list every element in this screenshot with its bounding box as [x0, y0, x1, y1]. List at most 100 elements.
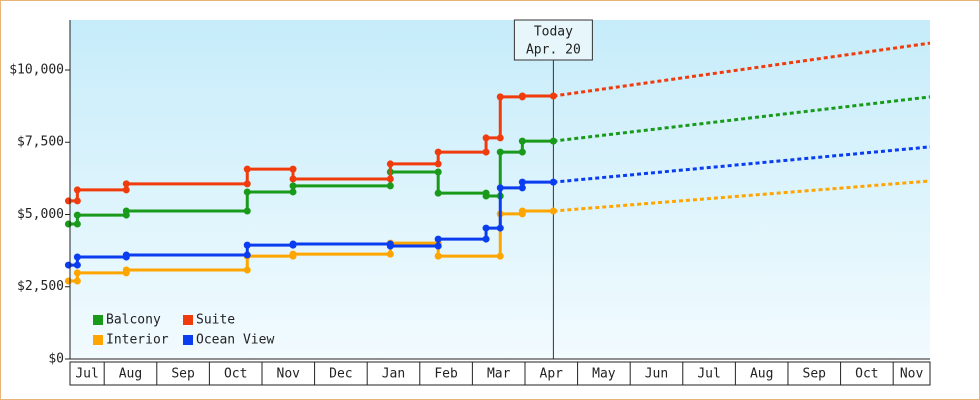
data-point [434, 242, 442, 250]
data-point [243, 266, 251, 274]
legend-label: Ocean View [196, 333, 274, 348]
data-point [386, 242, 394, 250]
y-tick-label: $0 [48, 352, 64, 367]
data-point [73, 277, 81, 285]
data-point [289, 250, 297, 258]
data-point [496, 224, 504, 232]
x-tick-label: Sep [803, 367, 827, 382]
forecast-line [553, 145, 931, 184]
data-point [289, 175, 297, 183]
y-tick-label: $5,000 [17, 207, 64, 222]
x-tick-label: Nov [277, 367, 301, 382]
data-point [482, 192, 490, 200]
data-point [122, 180, 130, 188]
data-point [386, 160, 394, 168]
data-point [518, 137, 526, 145]
data-point [73, 186, 81, 194]
data-point [122, 186, 130, 194]
data-point [73, 197, 81, 205]
y-tick-label: $10,000 [9, 62, 64, 77]
data-point [482, 224, 490, 232]
data-point [64, 197, 72, 205]
data-point [496, 134, 504, 142]
legend-swatch [183, 315, 193, 325]
x-tick-label: Apr [540, 367, 564, 382]
x-tick-label: Dec [329, 367, 352, 382]
series-line [68, 209, 554, 283]
data-point [482, 235, 490, 243]
data-point [518, 178, 526, 186]
x-tick-label: Aug [119, 367, 142, 382]
data-point [289, 188, 297, 196]
legend-swatch [93, 315, 103, 325]
data-point [549, 92, 557, 100]
data-point [434, 235, 442, 243]
data-point [434, 252, 442, 260]
today-box [513, 19, 593, 61]
data-point [518, 207, 526, 215]
data-point [243, 180, 251, 188]
data-point [73, 261, 81, 269]
data-point [496, 148, 504, 156]
data-point [243, 207, 251, 215]
legend-label: Balcony [106, 313, 161, 328]
data-point [482, 134, 490, 142]
data-point [73, 211, 81, 219]
data-point [289, 182, 297, 190]
y-tick-label: $7,500 [17, 135, 64, 150]
data-point [434, 168, 442, 176]
data-point [243, 165, 251, 173]
data-point [243, 251, 251, 259]
forecast-line [553, 95, 931, 143]
x-tick-label: Jan [382, 367, 405, 382]
data-point [122, 266, 130, 274]
data-point [243, 241, 251, 249]
x-axis-band [69, 361, 931, 386]
legend-label: Interior [106, 333, 169, 348]
data-point [122, 207, 130, 215]
x-tick-label: Oct [855, 367, 878, 382]
data-point [289, 240, 297, 248]
data-point [518, 92, 526, 100]
x-tick-label: Aug [750, 367, 773, 382]
y-tick-label: $2,500 [17, 279, 64, 294]
x-tick-label: May [592, 367, 616, 382]
data-point [122, 251, 130, 259]
marks-layer [64, 41, 931, 285]
data-point [289, 165, 297, 173]
x-tick-label: Nov [900, 367, 924, 382]
data-point [386, 250, 394, 258]
legend-swatch [183, 335, 193, 345]
data-point [549, 178, 557, 186]
data-point [73, 269, 81, 277]
today-label: Apr. 20 [526, 43, 581, 58]
data-point [496, 252, 504, 260]
data-point [64, 261, 72, 269]
data-point [386, 175, 394, 183]
x-tick-label: Feb [434, 367, 458, 382]
grid-layer: Today Apr. 20 [513, 19, 593, 359]
data-point [73, 253, 81, 261]
data-point [518, 148, 526, 156]
legend-label: Suite [196, 313, 235, 328]
forecast-line [553, 41, 931, 98]
x-tick-label: Jul [75, 367, 98, 382]
data-point [73, 220, 81, 228]
x-tick-label: Jul [697, 367, 720, 382]
x-tick-label: Mar [487, 367, 511, 382]
data-point [496, 184, 504, 192]
data-point [64, 220, 72, 228]
data-point [549, 137, 557, 145]
data-point [434, 189, 442, 197]
x-tick-label: Sep [171, 367, 195, 382]
data-point [482, 148, 490, 156]
x-tick-label: Jun [645, 367, 668, 382]
data-point [549, 207, 557, 215]
today-label: Today [534, 25, 573, 40]
legend-swatch [93, 335, 103, 345]
data-point [496, 93, 504, 101]
data-point [434, 148, 442, 156]
data-point [64, 277, 72, 285]
